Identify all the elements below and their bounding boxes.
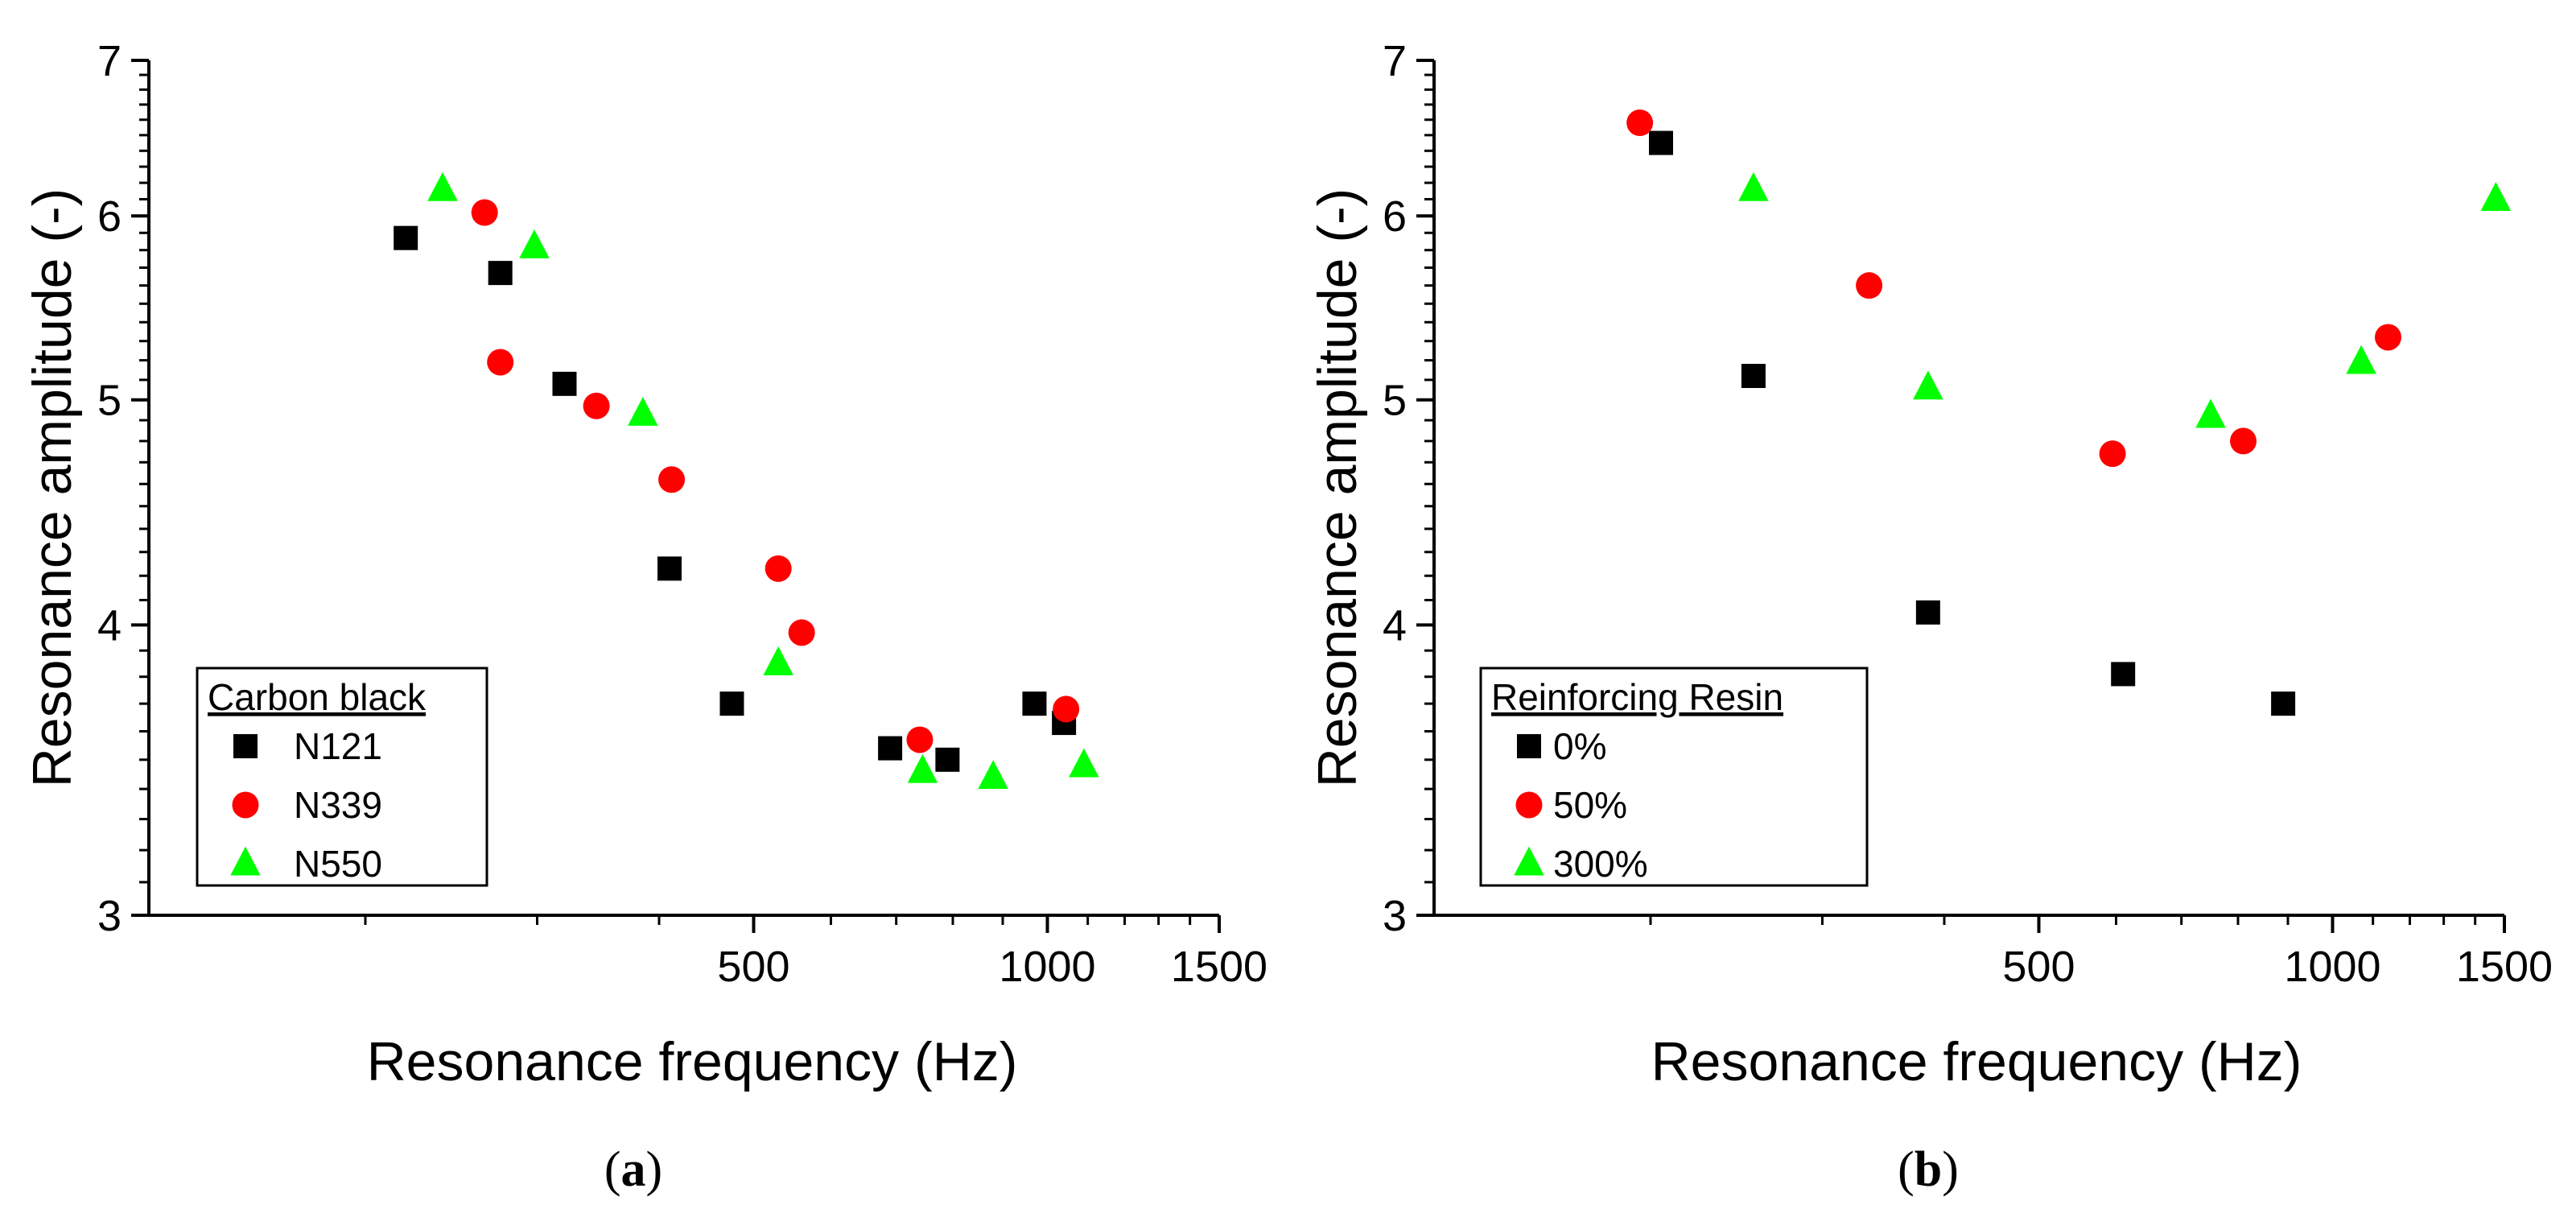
marks-b (1626, 109, 2512, 716)
legend-title-b: Reinforcing Resin (1491, 676, 1783, 718)
data-point-a-0 (552, 371, 577, 396)
data-point-a-2 (1069, 748, 1099, 778)
y-tick-label-a-4: 4 (97, 601, 122, 650)
legend-label-a-2: N550 (294, 843, 382, 885)
data-point-a-2 (907, 753, 938, 783)
legend-a: Carbon black N121 N339 N550 (196, 667, 488, 887)
legend-label-b-0: 0% (1553, 725, 1606, 767)
data-point-a-0 (878, 736, 903, 761)
data-point-a-2 (427, 171, 458, 201)
data-point-a-1 (1053, 695, 1080, 723)
series-a-1 (471, 199, 1080, 753)
y-tick-label-a-7: 7 (97, 37, 122, 85)
data-point-b-0 (2111, 662, 2136, 687)
data-point-b-0 (1648, 130, 1673, 155)
x-ticks-a: 500 1000 1500 (717, 915, 1267, 991)
legend-marker-a-2 (230, 846, 261, 876)
data-point-a-1 (658, 466, 686, 493)
data-point-b-2 (2480, 182, 2512, 211)
y-tick-label-a-3: 3 (97, 892, 122, 940)
y-tick-label-a-5: 5 (97, 377, 122, 425)
x-tick-label-b-1000: 1000 (2284, 943, 2380, 991)
data-point-a-2 (519, 229, 550, 258)
y-tick-label-b-7: 7 (1383, 37, 1407, 85)
legend-items-a: N121 N339 N550 (230, 725, 382, 885)
series-a-2 (427, 171, 1099, 789)
caption-a: (a) (604, 1142, 662, 1197)
data-point-b-0 (1915, 600, 1940, 625)
data-point-a-1 (471, 199, 498, 226)
y-ticks-a: 3 4 5 6 7 (97, 37, 149, 940)
data-point-b-1 (2099, 440, 2126, 468)
x-axis-title-b: Resonance frequency (Hz) (1651, 1031, 2302, 1092)
x-tick-label-b-500: 500 (2002, 943, 2075, 991)
data-point-b-0 (2271, 691, 2296, 716)
data-point-a-1 (487, 349, 514, 376)
data-point-b-2 (1913, 370, 1943, 400)
legend-items-b: 0% 50% 300% (1514, 725, 1648, 885)
data-point-a-2 (763, 646, 793, 675)
data-point-a-1 (788, 619, 815, 646)
legend-title-a: Carbon black (208, 676, 427, 718)
data-point-b-1 (1856, 272, 1883, 299)
x-tick-label-a-1000: 1000 (999, 943, 1095, 991)
data-point-b-2 (2346, 345, 2376, 374)
x-tick-label-b-1500: 1500 (2456, 943, 2553, 991)
marks-a (394, 171, 1099, 789)
data-point-a-0 (1022, 691, 1047, 716)
legend-marker-a-1 (232, 791, 259, 819)
series-b-2 (1738, 171, 2512, 428)
data-point-b-2 (2195, 398, 2226, 428)
panel-a: 3 4 5 6 7 500 1000 1500 Resonance amplitude (-… (22, 37, 1267, 1197)
series-b-1 (1626, 109, 2401, 468)
y-tick-label-b-3: 3 (1383, 892, 1407, 940)
data-point-b-0 (1741, 364, 1766, 389)
y-tick-label-b-4: 4 (1383, 601, 1407, 650)
data-point-b-1 (1626, 109, 1654, 137)
y-axis-title-b: Resonance amplitude (-) (1307, 188, 1368, 788)
legend-label-b-1: 50% (1553, 784, 1627, 826)
x-ticks-b: 500 1000 1500 (2002, 915, 2553, 991)
x-tick-label-a-1500: 1500 (1171, 943, 1267, 991)
panel-b: 3 4 5 6 7 500 1000 1500 Resonance amplitude (-… (1307, 37, 2553, 1197)
legend-label-b-2: 300% (1553, 843, 1648, 885)
legend-box-b (1479, 667, 1869, 887)
x-axis-title-a: Resonance frequency (Hz) (367, 1031, 1018, 1092)
y-axis-title-a: Resonance amplitude (-) (22, 188, 83, 788)
caption-letter-b: b (1914, 1142, 1942, 1197)
data-point-b-1 (2374, 324, 2401, 351)
data-point-a-0 (394, 225, 418, 250)
series-b-0 (1648, 130, 2296, 716)
data-point-a-1 (906, 726, 934, 753)
legend-marker-a-0 (233, 734, 258, 758)
caption-letter-a: a (621, 1142, 646, 1197)
data-point-a-1 (583, 392, 610, 419)
legend-label-a-0: N121 (294, 725, 382, 767)
caption-b: (b) (1898, 1142, 1959, 1197)
legend-b: Reinforcing Resin 0% 50% 300% (1479, 667, 1869, 887)
legend-marker-b-0 (1517, 734, 1541, 758)
y-tick-label-b-5: 5 (1383, 377, 1407, 425)
data-point-b-2 (1738, 171, 1769, 201)
x-tick-label-a-500: 500 (717, 943, 789, 991)
data-point-a-0 (935, 747, 960, 772)
y-tick-label-b-6: 6 (1383, 192, 1407, 241)
data-point-a-1 (765, 555, 792, 582)
y-tick-label-a-6: 6 (97, 192, 122, 241)
legend-marker-b-1 (1515, 791, 1543, 819)
legend-label-a-1: N339 (294, 784, 382, 826)
data-point-b-1 (2230, 427, 2257, 455)
y-ticks-b: 3 4 5 6 7 (1383, 37, 1434, 940)
data-point-a-0 (657, 556, 682, 581)
data-point-a-0 (488, 261, 513, 286)
data-point-a-2 (978, 760, 1008, 789)
data-point-a-0 (719, 691, 744, 716)
legend-marker-b-2 (1514, 846, 1544, 876)
data-point-a-2 (628, 397, 658, 426)
